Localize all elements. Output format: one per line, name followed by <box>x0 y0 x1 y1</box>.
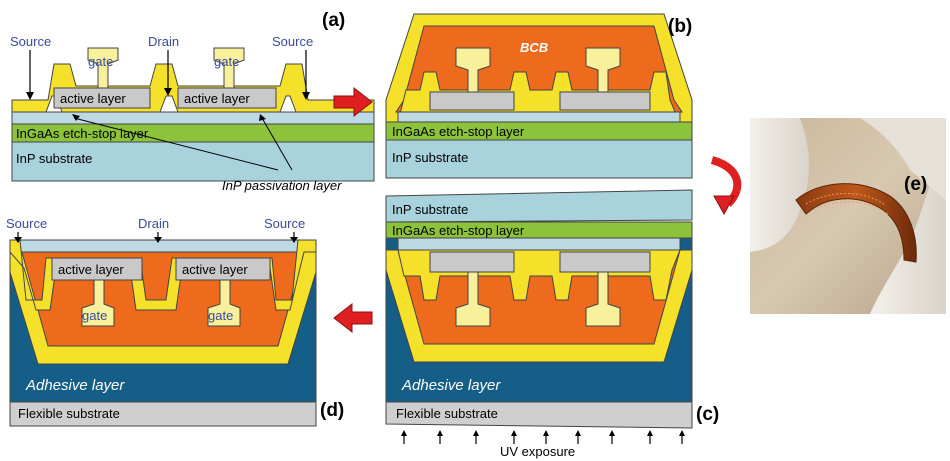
active-b-2 <box>559 91 651 111</box>
glove-left <box>750 118 809 252</box>
active-c-2 <box>559 251 651 273</box>
flexible-substrate-c <box>385 401 693 429</box>
panel-c-tag: (c) <box>696 404 719 425</box>
gate-1-label: gate <box>88 54 113 69</box>
bcb-label: BCB <box>520 40 548 55</box>
panel-c: InP substrate InGaAs etch-stop layer Adh… <box>385 189 719 459</box>
substrate-label: InP substrate <box>16 151 92 166</box>
gate-1 <box>87 47 119 89</box>
gate-c-1 <box>455 271 491 327</box>
active-layer-1-label: active layer <box>60 91 126 106</box>
panel-b: InP substrate InGaAs etch-stop layer BCB… <box>385 13 693 179</box>
passivation-c <box>397 237 681 251</box>
inp-substrate-b <box>385 139 693 179</box>
active-d-1-label: active layer <box>58 262 124 277</box>
substrate-b-label: InP substrate <box>392 150 468 165</box>
passivation-d <box>19 239 307 253</box>
passivation-label: InP passivation layer <box>222 178 342 193</box>
gate-d-2-label: gate <box>208 308 233 323</box>
substrate-c-label: InP substrate <box>392 202 468 217</box>
panel-a: InP substrate InGaAs etch-stop layer act… <box>10 10 375 193</box>
panel-e-tag: (e) <box>904 174 927 195</box>
panel-d-tag: (d) <box>320 400 344 421</box>
drain-d-label: Drain <box>138 216 169 231</box>
active-c-1 <box>429 251 515 273</box>
etch-stop-b-label: InGaAs etch-stop layer <box>392 124 525 139</box>
panel-e: (e) <box>750 118 946 314</box>
gate-2 <box>213 47 245 89</box>
panel-a-tag: (a) <box>322 10 345 31</box>
gate-d-1 <box>81 279 115 327</box>
etch-stop-c-label: InGaAs etch-stop layer <box>392 223 525 238</box>
source-right-label: Source <box>272 34 313 49</box>
panel-b-tag: (b) <box>668 16 692 37</box>
flexible-substrate-d <box>9 401 317 427</box>
adhesive-d-label: Adhesive layer <box>25 377 125 394</box>
arrow-left <box>333 302 373 334</box>
arrow-right <box>333 86 373 118</box>
uv-label: UV exposure <box>500 444 575 459</box>
gate-c-2 <box>585 271 621 327</box>
inp-substrate-c <box>385 189 693 223</box>
uv-arrows <box>401 430 685 444</box>
glove-right <box>870 140 946 314</box>
source-left-label: Source <box>10 34 51 49</box>
etch-stop-label: InGaAs etch-stop layer <box>16 126 149 141</box>
active-d-2-label: active layer <box>182 262 248 277</box>
gate-b-1 <box>455 47 491 93</box>
gate-d-2 <box>207 279 241 327</box>
gate-2-label: gate <box>214 54 239 69</box>
flexible-film <box>795 183 917 263</box>
gate-b-2 <box>585 47 621 93</box>
source-d-left-label: Source <box>6 216 47 231</box>
active-b-1 <box>429 91 515 111</box>
active-layer-2-label: active layer <box>184 91 250 106</box>
flexible-d-label: Flexible substrate <box>18 406 120 421</box>
gate-d-1-label: gate <box>82 308 107 323</box>
panel-d: Adhesive layer active layer active layer… <box>6 216 344 427</box>
passivation-layer <box>11 111 375 125</box>
adhesive-c-label: Adhesive layer <box>401 377 501 394</box>
source-d-right-label: Source <box>264 216 305 231</box>
flexible-c-label: Flexible substrate <box>396 406 498 421</box>
passivation-b <box>397 111 681 123</box>
drain-label: Drain <box>148 34 179 49</box>
